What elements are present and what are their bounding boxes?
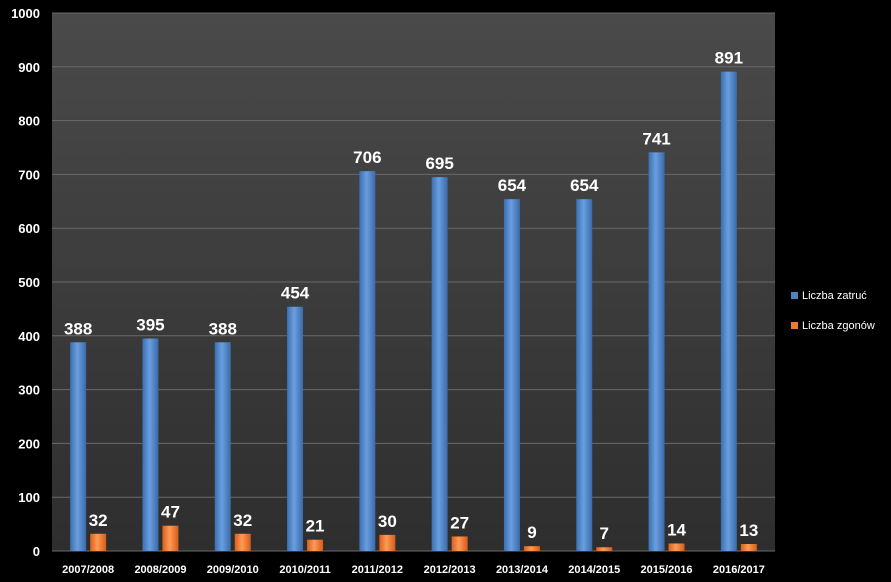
x-tick-label: 2011/2012 xyxy=(352,564,403,576)
bar-liczba-zgonow xyxy=(451,536,468,551)
bar-liczba-zatruc xyxy=(720,71,737,551)
data-label: 388 xyxy=(64,319,92,338)
bar-liczba-zgonow xyxy=(307,539,324,551)
bar-liczba-zgonow xyxy=(523,546,540,551)
legend-label: Liczba zatruć xyxy=(802,290,867,302)
data-label: 14 xyxy=(667,520,686,539)
data-label: 32 xyxy=(89,511,108,530)
data-labels: 388 32 395 47 388 32 454 21 706 30 695 27 654 9 654 7 74… xyxy=(64,49,758,544)
data-label: 654 xyxy=(570,176,599,195)
y-tick-label: 600 xyxy=(18,221,40,236)
bar-liczba-zgonow xyxy=(740,544,757,551)
y-tick-label: 700 xyxy=(18,167,40,182)
legend-swatch xyxy=(791,292,798,299)
legend-swatch xyxy=(791,322,798,329)
y-tick-label: 100 xyxy=(18,490,40,505)
y-tick-label: 900 xyxy=(18,60,40,75)
data-label: 30 xyxy=(378,512,397,531)
bars-group xyxy=(70,71,757,552)
bar-liczba-zatruc xyxy=(142,338,159,551)
y-tick-label: 800 xyxy=(18,114,40,129)
y-tick-label: 300 xyxy=(18,383,40,398)
bar-liczba-zatruc xyxy=(503,199,520,551)
data-label: 654 xyxy=(498,176,527,195)
bar-liczba-zgonow xyxy=(90,533,107,551)
x-tick-label: 2014/2015 xyxy=(568,564,620,576)
bar-liczba-zatruc xyxy=(70,342,87,551)
x-tick-label: 2009/2010 xyxy=(207,564,259,576)
y-axis-ticks: 0 100 200 300 400 500 600 700 800 900 1000 xyxy=(11,6,40,559)
y-tick-label: 1000 xyxy=(11,6,40,21)
bar-liczba-zgonow xyxy=(668,543,685,551)
legend-label: Liczba zgonów xyxy=(802,320,875,332)
y-tick-label: 400 xyxy=(18,329,40,344)
y-tick-label: 500 xyxy=(18,275,40,290)
bar-liczba-zatruc xyxy=(214,342,231,551)
x-tick-label: 2013/2014 xyxy=(496,564,549,576)
data-label: 891 xyxy=(715,49,743,68)
bar-liczba-zatruc xyxy=(359,171,376,551)
data-label: 454 xyxy=(281,284,310,303)
data-label: 7 xyxy=(600,524,609,543)
bar-liczba-zatruc xyxy=(648,152,665,552)
data-label: 695 xyxy=(425,154,453,173)
data-label: 21 xyxy=(306,517,325,536)
x-tick-label: 2010/2011 xyxy=(279,564,330,576)
data-label: 395 xyxy=(136,315,164,334)
x-tick-label: 2008/2009 xyxy=(134,564,186,576)
gridlines xyxy=(52,12,775,552)
data-label: 388 xyxy=(209,319,237,338)
data-label: 27 xyxy=(450,513,469,532)
data-label: 741 xyxy=(642,129,670,148)
bar-liczba-zatruc xyxy=(287,306,304,551)
x-tick-label: 2015/2016 xyxy=(641,564,693,576)
x-tick-label: 2012/2013 xyxy=(424,564,476,576)
bar-liczba-zgonow xyxy=(596,547,613,551)
data-label: 706 xyxy=(353,148,381,167)
x-axis-ticks: 2007/2008 2008/2009 2009/2010 2010/2011 2011… xyxy=(62,564,765,576)
bar-liczba-zatruc xyxy=(431,177,448,551)
bar-liczba-zgonow xyxy=(234,533,251,551)
x-tick-label: 2007/2008 xyxy=(62,564,114,576)
bar-liczba-zatruc xyxy=(576,199,593,551)
data-label: 32 xyxy=(233,511,252,530)
data-label: 47 xyxy=(161,503,180,522)
legend: Liczba zatruć Liczba zgonów xyxy=(791,290,875,332)
data-label: 13 xyxy=(739,521,758,540)
data-label: 9 xyxy=(527,523,536,542)
y-tick-label: 200 xyxy=(18,436,40,451)
bar-liczba-zgonow xyxy=(379,534,396,551)
y-tick-label: 0 xyxy=(33,544,40,559)
x-tick-label: 2016/2017 xyxy=(713,564,765,576)
bar-liczba-zgonow xyxy=(162,525,179,551)
